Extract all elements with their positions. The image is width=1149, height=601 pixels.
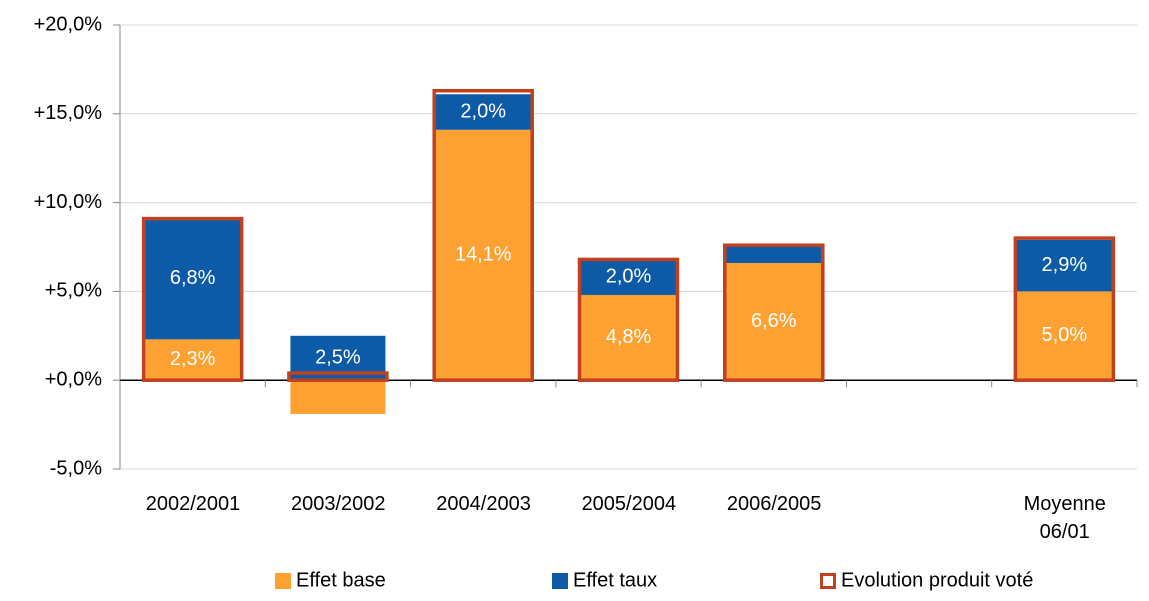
x-tick-label: 2004/2003 xyxy=(436,493,531,515)
bar-segment xyxy=(145,339,241,381)
bar-segment xyxy=(726,262,822,381)
bar-segment xyxy=(435,94,531,130)
outline-bar xyxy=(141,216,244,382)
y-tick-label: +0,0% xyxy=(45,368,102,390)
y-tick-label: -5,0% xyxy=(50,457,102,479)
bar-segment xyxy=(581,259,676,295)
data-label: 14,1% xyxy=(455,243,512,265)
legend-label: Effet base xyxy=(296,569,386,591)
bar-segment xyxy=(290,380,386,414)
y-tick-label: +5,0% xyxy=(45,280,102,302)
data-label: 6,8% xyxy=(170,267,216,289)
outline-bar xyxy=(287,371,389,382)
bar-segment xyxy=(145,218,241,340)
data-label: 2,0% xyxy=(460,100,506,122)
y-tick-label: +10,0% xyxy=(34,191,103,213)
outline-bar xyxy=(1013,236,1116,382)
data-label: 2,5% xyxy=(315,346,361,368)
data-label: 4,8% xyxy=(606,326,652,348)
data-label: 6,6% xyxy=(751,310,797,332)
data-label: 2,9% xyxy=(1042,254,1088,276)
x-tick-label: 2006/2005 xyxy=(726,493,822,515)
legend-swatch xyxy=(552,573,568,589)
outline-bar xyxy=(723,243,825,382)
outline-bar xyxy=(577,257,680,382)
x-tick-label: 2005/2004 xyxy=(581,493,677,515)
legend-swatch xyxy=(820,573,836,589)
x-tick-label: 2003/2002 xyxy=(291,493,386,515)
data-label: 2,3% xyxy=(170,348,216,370)
legend-swatch xyxy=(275,573,291,589)
data-label: 5,0% xyxy=(1042,324,1088,346)
bar-segment xyxy=(726,245,822,263)
outline-bar xyxy=(432,88,534,382)
y-tick-label: +15,0% xyxy=(34,102,103,124)
bar-segment xyxy=(581,294,676,381)
legend-label: Evolution produit voté xyxy=(841,569,1033,591)
data-label: 2,0% xyxy=(606,265,652,287)
bar-segment xyxy=(1016,291,1112,381)
x-tick-label: Moyenne 06/01 xyxy=(1023,493,1106,543)
x-tick-label: 2002/2001 xyxy=(145,493,241,515)
bar-segment xyxy=(1016,239,1112,292)
bar-segment xyxy=(435,129,531,381)
y-tick-label: +20,0% xyxy=(34,13,103,35)
legend-label: Effet taux xyxy=(573,569,657,591)
